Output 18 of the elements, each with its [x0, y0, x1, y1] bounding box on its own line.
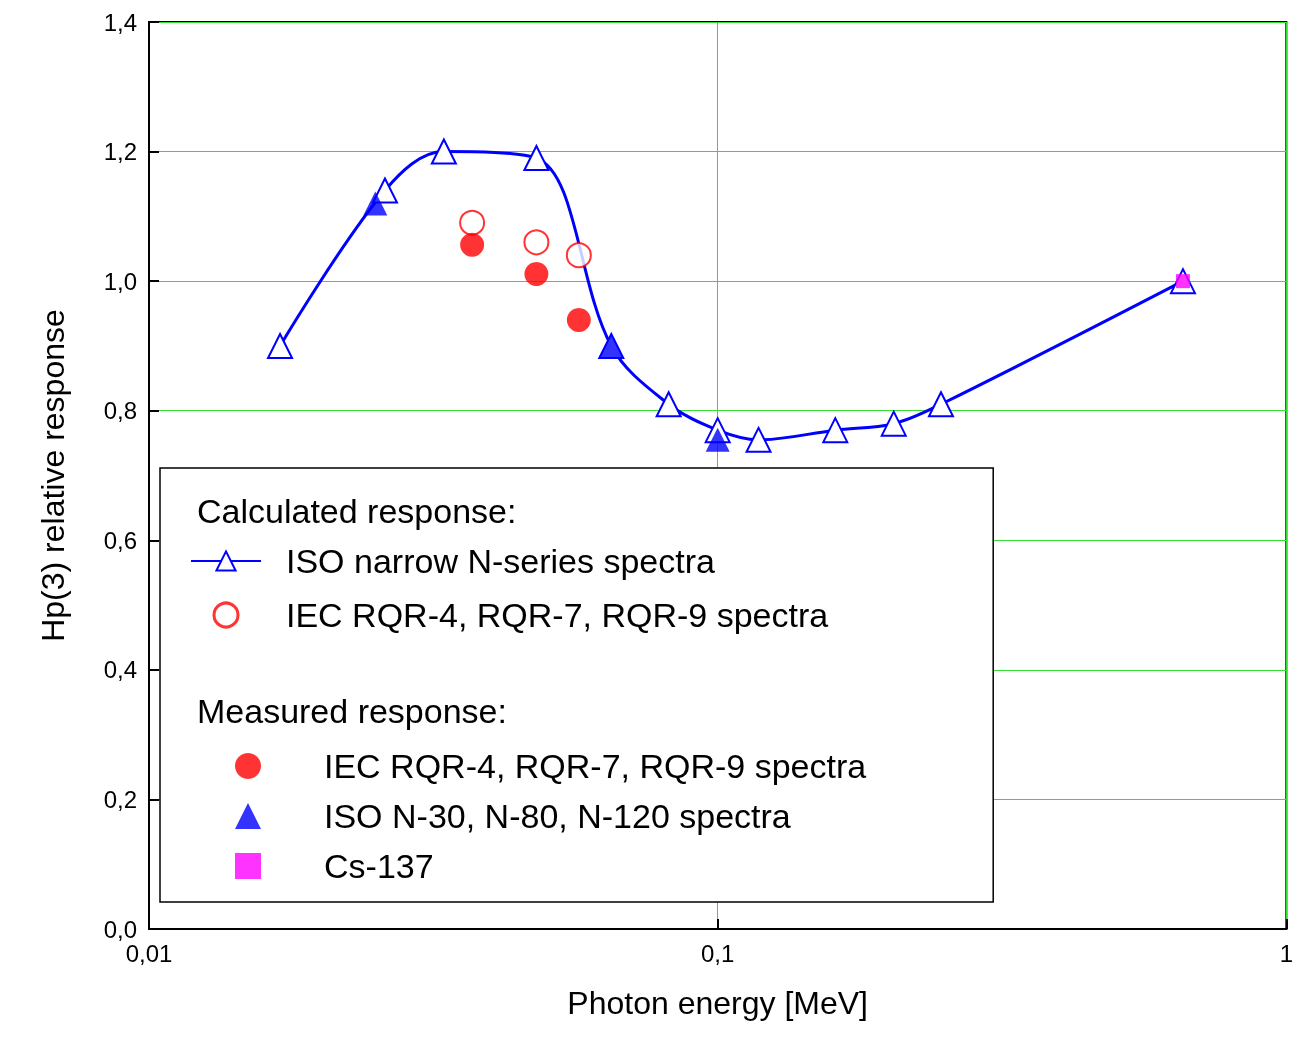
- y-tick-label: 1,4: [103, 8, 137, 36]
- legend-label: ISO N-30, N-80, N-120 spectra: [324, 797, 791, 835]
- y-tick-label: 0,2: [103, 785, 137, 813]
- x-axis-title: Photon energy [MeV]: [567, 985, 868, 1021]
- legend-label: Cs-137: [324, 847, 434, 885]
- legend-title: Calculated response:: [197, 492, 517, 530]
- legend-label: IEC RQR-4, RQR-7, RQR-9 spectra: [286, 596, 829, 634]
- y-tick-label: 0,4: [103, 656, 137, 684]
- y-tick-label: 0,6: [103, 526, 137, 554]
- y-axis-title: Hp(3) relative response: [35, 309, 71, 642]
- y-tick-label: 1,2: [103, 138, 137, 166]
- annotation: Measured response:: [197, 692, 507, 730]
- legend-label: ISO narrow N-series spectra: [286, 542, 715, 580]
- y-tick-label: 1,0: [103, 267, 137, 295]
- x-tick-label: 0,1: [700, 939, 735, 967]
- x-tick-label: 1: [1279, 939, 1294, 967]
- legend-label: IEC RQR-4, RQR-7, RQR-9 spectra: [324, 747, 867, 785]
- y-tick-label: 0,8: [103, 397, 137, 425]
